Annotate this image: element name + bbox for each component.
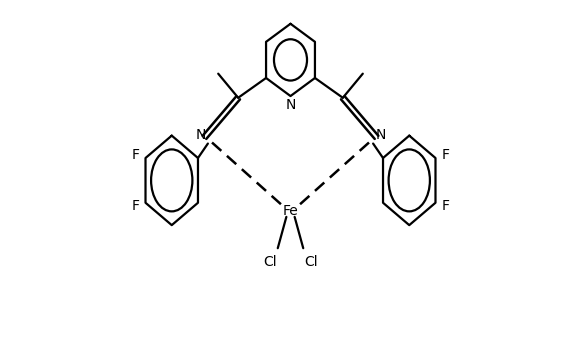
Text: F: F bbox=[131, 199, 139, 213]
Text: Fe: Fe bbox=[282, 204, 299, 218]
Text: N: N bbox=[375, 128, 386, 142]
Text: Cl: Cl bbox=[304, 255, 318, 269]
Text: F: F bbox=[442, 147, 450, 162]
Text: Cl: Cl bbox=[263, 255, 277, 269]
Text: F: F bbox=[131, 147, 139, 162]
Text: N: N bbox=[285, 98, 296, 112]
Text: N: N bbox=[195, 128, 206, 142]
Text: F: F bbox=[442, 199, 450, 213]
